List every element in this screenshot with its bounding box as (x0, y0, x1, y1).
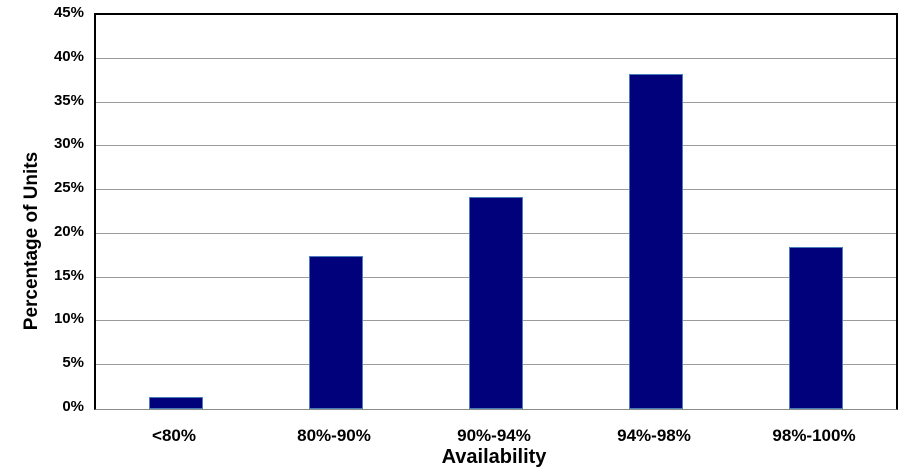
y-tick-label: 10% (53, 310, 84, 328)
x-tick-label: <80% (152, 426, 196, 445)
y-tick-label: 15% (53, 266, 84, 284)
bar-<80% (149, 396, 203, 409)
gridline (96, 145, 896, 147)
x-tick-label: 90%-94% (457, 426, 531, 445)
bar-90%-94% (469, 197, 523, 409)
y-tick-label: 45% (53, 4, 84, 21)
x-tick-label: 80%-90% (297, 426, 371, 445)
x-axis-title: Availability (441, 446, 547, 468)
gridline (96, 57, 896, 59)
y-tick-label: 20% (53, 222, 84, 240)
y-tick-label: 25% (53, 179, 84, 197)
y-tick-label: 5% (62, 354, 84, 372)
y-tick-label: 0% (62, 398, 84, 415)
bar-80%-90% (309, 255, 363, 409)
x-tick-label: 94%-98% (617, 426, 691, 445)
x-tick-label: 98%-100% (772, 426, 856, 445)
plot-area (94, 13, 898, 410)
bar-94%-98% (629, 73, 683, 409)
y-tick-label: 35% (53, 91, 84, 109)
y-tick-label: 40% (53, 47, 84, 65)
gridline (96, 101, 896, 103)
gridline (96, 189, 896, 191)
y-tick-label: 30% (53, 135, 84, 153)
bar-98%-100% (789, 247, 843, 409)
